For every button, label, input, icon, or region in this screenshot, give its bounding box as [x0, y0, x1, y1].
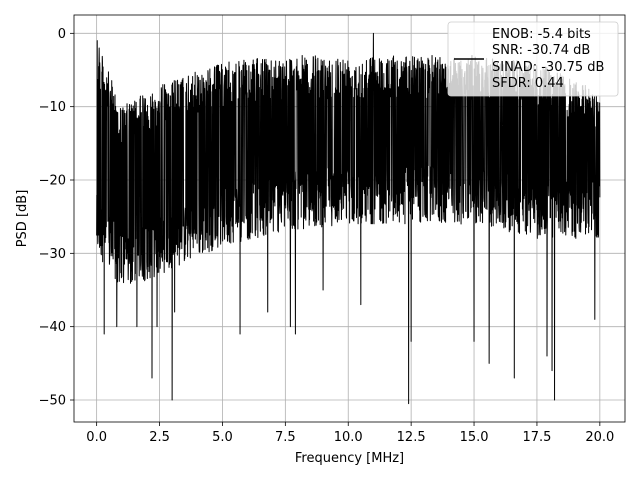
- x-axis-label: Frequency [MHz]: [295, 451, 404, 466]
- y-tick-label: −50: [39, 394, 66, 409]
- x-axis-ticks: 0.0 2.5 5.0 7.5 10.0 12.5 15.0 17.5 20.0: [86, 422, 614, 445]
- plot-area: [96, 32, 601, 405]
- legend-entry-enob: ENOB: -5.4 bits: [492, 27, 591, 42]
- y-tick-label: −40: [39, 320, 66, 335]
- y-tick-label: −20: [39, 174, 66, 189]
- x-tick-label: 12.5: [397, 430, 426, 445]
- y-axis-label: PSD [dB]: [15, 190, 30, 248]
- x-tick-label: 0.0: [86, 430, 107, 445]
- legend: ENOB: -5.4 bits SNR: -30.74 dB SINAD: -3…: [447, 21, 619, 97]
- x-tick-label: 10.0: [334, 430, 363, 445]
- x-tick-label: 20.0: [585, 430, 614, 445]
- legend-entry-sfdr: SFDR: 0.44: [492, 76, 564, 91]
- y-tick-label: −10: [39, 100, 66, 115]
- y-tick-label: 0: [58, 27, 66, 42]
- psd-series-line: [96, 32, 601, 405]
- legend-entry-snr: SNR: -30.74 dB: [492, 43, 590, 58]
- x-tick-label: 7.5: [275, 430, 296, 445]
- legend-box: [447, 21, 619, 97]
- y-axis-ticks: 0 −10 −20 −30 −40 −50: [39, 27, 74, 409]
- y-tick-label: −30: [39, 247, 66, 262]
- legend-entry-sinad: SINAD: -30.75 dB: [492, 60, 604, 75]
- x-tick-label: 5.0: [212, 430, 233, 445]
- x-tick-label: 2.5: [149, 430, 170, 445]
- x-tick-label: 15.0: [460, 430, 489, 445]
- axes-frame: [73, 14, 626, 423]
- x-tick-label: 17.5: [522, 430, 551, 445]
